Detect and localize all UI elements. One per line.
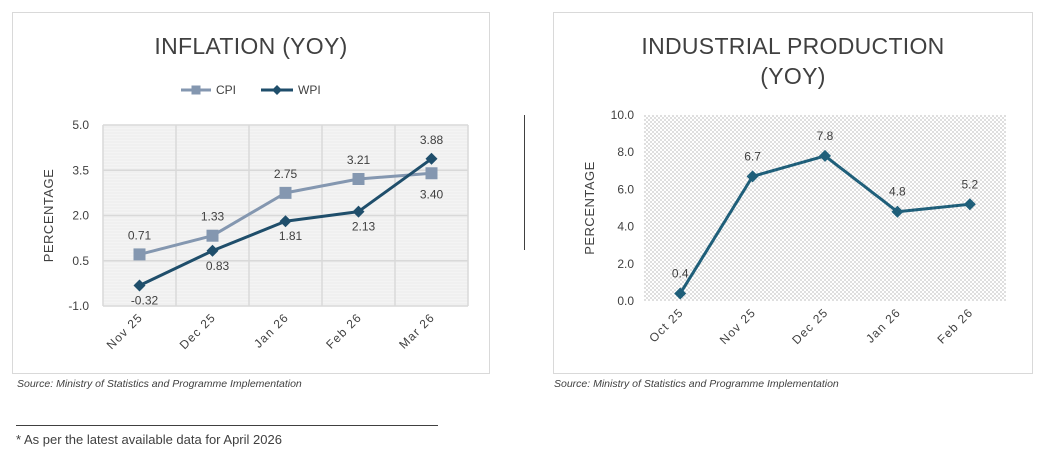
y-tick-label: 5.0 [72,118,89,132]
industrial-production-chart-panel: INDUSTRIAL PRODUCTION (YOY) 10.0 8.0 6.0 4.… [553,12,1033,390]
y-tick-label: 2.0 [617,257,634,271]
x-tick-label: Jan 26 [251,310,291,350]
cpi-data-label: 3.40 [420,187,444,201]
ip-point [746,170,759,183]
ip-point [819,149,831,162]
cpi-data-label: 2.75 [274,167,298,181]
y-tick-label: 6.0 [617,182,634,196]
inflation-chart-title: INFLATION (YOY) [154,33,348,59]
wpi-data-label: 3.88 [420,133,444,147]
wpi-point [133,279,146,292]
ip-chart-title-line2: (YOY) [760,63,826,89]
x-tick-label: Dec 25 [177,310,219,352]
x-tick-label: Nov 25 [717,305,759,347]
y-tick-label: 10.0 [611,108,635,122]
wpi-point [279,215,292,228]
cpi-point [279,186,292,199]
x-tick-label: Feb 26 [935,305,976,346]
ip-chart-title-line1: INDUSTRIAL PRODUCTION [641,33,945,59]
ip-data-label: 0.4 [672,267,689,281]
legend-cpi-marker [191,85,201,95]
x-tick-label: Mar 26 [396,310,437,351]
y-tick-label: 3.5 [72,163,89,177]
footnote: * As per the latest available data for A… [16,432,282,447]
cpi-data-label: 1.33 [201,210,225,224]
footnote-rule [16,425,438,426]
y-tick-label: -1.0 [68,299,89,313]
y-tick-label: 8.0 [617,145,634,159]
y-tick-label: 2.0 [72,209,89,223]
cpi-data-label: 3.21 [347,153,371,167]
wpi-point [425,152,438,165]
wpi-data-label: 2.13 [352,220,376,234]
inflation-chart: 5.0 3.5 2.0 0.5 -1.0 PERCENTAGE Nov 25 Dec 25 Ja… [41,83,469,352]
y-axis-label: PERCENTAGE [41,169,56,263]
wpi-point [206,244,219,257]
wpi-data-label: 0.83 [206,259,230,273]
cpi-point [133,248,146,261]
y-tick-label: 0.0 [617,294,634,308]
legend-wpi-label: WPI [298,83,321,97]
ip-data-label: 4.8 [889,185,906,199]
ip-source: Source: Ministry of Statistics and Progr… [554,378,839,390]
ip-data-label: 5.2 [961,177,978,191]
x-tick-label: Nov 25 [104,310,146,352]
inflation-source: Source: Ministry of Statistics and Progr… [17,378,302,390]
wpi-data-label: -0.32 [131,293,159,307]
x-tick-label: Oct 25 [646,305,686,345]
y-tick-label: 4.0 [617,220,634,234]
cpi-point [206,229,219,242]
y-axis-label: PERCENTAGE [582,161,597,255]
x-tick-label: Feb 26 [323,310,364,351]
ip-data-label: 7.8 [817,129,834,143]
cpi-point [425,167,438,180]
inflation-chart-panel: INFLATION (YOY) 5.0 3.5 2.0 0.5 -1.0 PERCENTA… [12,12,490,390]
industrial-production-chart: 10.0 8.0 6.0 4.0 2.0 0.0 PERCENTAGE Oct 25 Nov 2… [582,108,1006,347]
x-tick-label: Jan 26 [863,305,903,345]
legend-wpi-marker [272,85,282,95]
cpi-point [352,172,365,185]
wpi-data-label: 1.81 [279,229,303,243]
wpi-point [352,205,365,218]
ip-point [674,287,687,300]
ip-point [891,205,904,218]
legend-cpi-label: CPI [216,83,236,97]
y-tick-label: 0.5 [72,254,89,268]
ip-data-label: 6.7 [744,149,761,163]
panel-divider [524,115,525,250]
cpi-data-label: 0.71 [128,228,152,242]
x-tick-label: Dec 25 [789,305,831,347]
ip-point [963,198,976,211]
